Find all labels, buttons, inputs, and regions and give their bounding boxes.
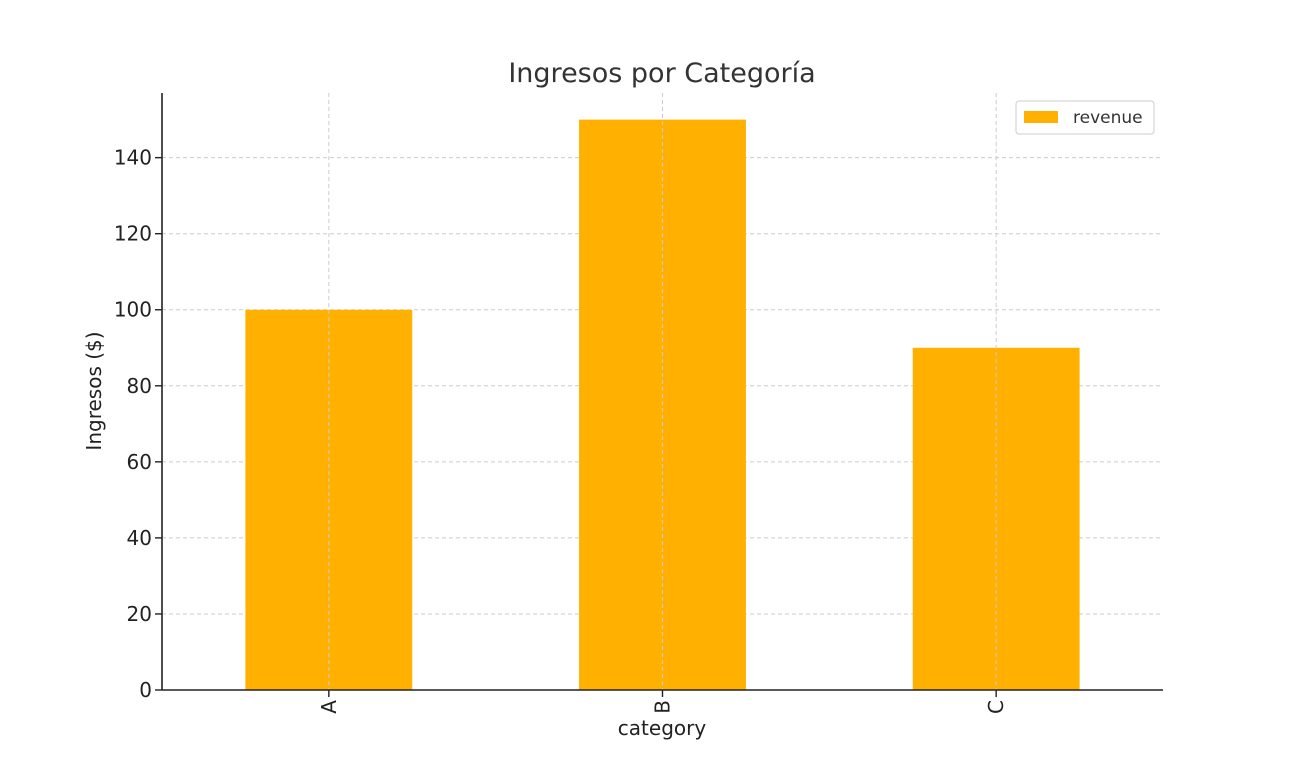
x-tick-label: B bbox=[651, 700, 675, 714]
grid-front bbox=[328, 93, 997, 690]
y-tick-label: 60 bbox=[127, 450, 152, 474]
y-tick-label: 20 bbox=[127, 602, 152, 626]
legend: revenue bbox=[1015, 100, 1155, 135]
legend-swatch-revenue bbox=[1024, 111, 1058, 123]
y-ticks: 0 20 40 60 80 100 120 140 bbox=[114, 146, 162, 702]
legend-frame bbox=[1015, 100, 1155, 135]
y-tick-label: 0 bbox=[139, 678, 152, 702]
y-axis-label: Ingresos ($) bbox=[82, 331, 106, 450]
x-ticks: A B C bbox=[317, 690, 1008, 714]
y-tick-label: 140 bbox=[114, 146, 152, 170]
x-axis-label: category bbox=[618, 716, 707, 740]
y-tick-label: 80 bbox=[127, 374, 152, 398]
legend-label-revenue: revenue bbox=[1073, 108, 1143, 128]
y-tick-label: 100 bbox=[114, 298, 152, 322]
y-tick-label: 120 bbox=[114, 222, 152, 246]
x-tick-label: C bbox=[984, 700, 1008, 714]
bar-C bbox=[912, 347, 1080, 690]
y-tick-label: 40 bbox=[127, 526, 152, 550]
x-tick-label: A bbox=[317, 700, 341, 714]
chart-title: Ingresos por Categoría bbox=[508, 58, 815, 89]
